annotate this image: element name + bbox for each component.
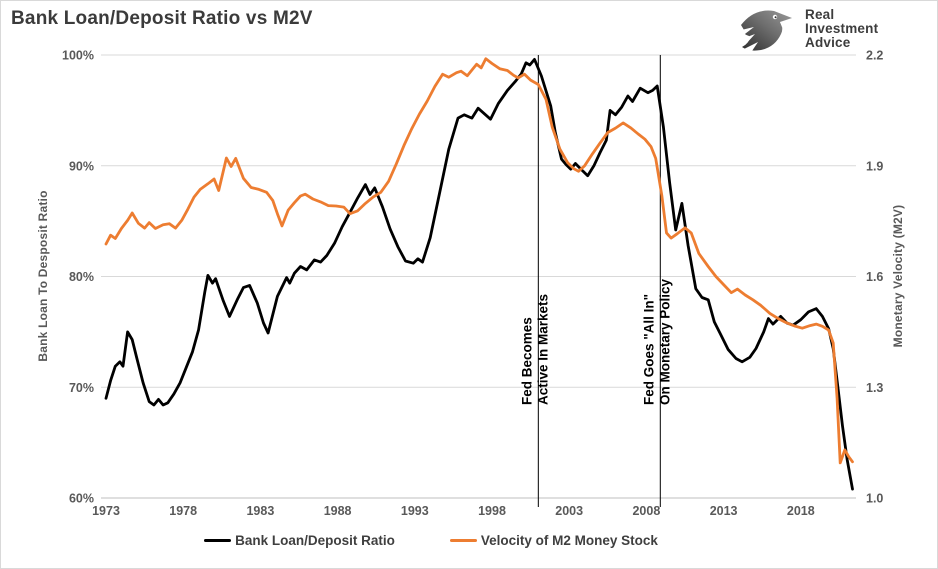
svg-text:1.9: 1.9: [866, 159, 883, 173]
legend-swatch-orange-line: [449, 538, 477, 543]
svg-text:2003: 2003: [555, 504, 583, 518]
eagle-logo-icon: [737, 10, 792, 51]
svg-text:80%: 80%: [69, 270, 94, 284]
svg-text:2013: 2013: [710, 504, 738, 518]
legend-label-loan-deposit-ratio: Bank Loan/Deposit Ratio: [235, 533, 395, 548]
svg-text:Fed Goes "All In": Fed Goes "All In": [641, 294, 656, 405]
svg-text:100%: 100%: [62, 49, 94, 63]
svg-text:Active In Markets: Active In Markets: [535, 294, 550, 405]
svg-text:1.0: 1.0: [866, 492, 883, 506]
svg-text:1.3: 1.3: [866, 381, 883, 395]
svg-text:1973: 1973: [92, 504, 120, 518]
legend-item-loan-deposit-ratio: Bank Loan/Deposit Ratio: [204, 533, 395, 548]
svg-text:60%: 60%: [69, 492, 94, 506]
svg-text:1.6: 1.6: [866, 270, 883, 284]
svg-text:1993: 1993: [401, 504, 429, 518]
svg-text:Bank Loan To Desposit Ratio: Bank Loan To Desposit Ratio: [36, 190, 50, 361]
legend-item-m2-velocity: Velocity of M2 Money Stock: [449, 533, 658, 548]
legend-label-m2-velocity: Velocity of M2 Money Stock: [480, 533, 658, 548]
brand-logo-line2: Investment: [805, 20, 879, 36]
svg-text:1978: 1978: [169, 504, 197, 518]
chart-title: Bank Loan/Deposit Ratio vs M2V: [11, 8, 313, 29]
svg-text:2008: 2008: [632, 504, 660, 518]
svg-text:On Monetary Policy: On Monetary Policy: [657, 278, 672, 405]
chart-legend: Bank Loan/Deposit Ratio Velocity of M2 M…: [1, 533, 899, 548]
brand-logo-text: Real Investment Advice: [805, 6, 879, 51]
legend-swatch-black-line: [204, 538, 232, 543]
svg-text:1988: 1988: [324, 504, 352, 518]
svg-text:70%: 70%: [69, 381, 94, 395]
brand-logo-line3: Advice: [805, 35, 851, 51]
brand-logo-line1: Real: [805, 6, 835, 22]
svg-text:Fed Becomes: Fed Becomes: [519, 317, 534, 405]
svg-text:2018: 2018: [787, 504, 815, 518]
svg-text:90%: 90%: [69, 159, 94, 173]
svg-text:1998: 1998: [478, 504, 506, 518]
svg-text:1983: 1983: [246, 504, 274, 518]
brand-logo: Real Investment Advice: [734, 6, 878, 52]
svg-text:2.2: 2.2: [866, 49, 883, 63]
svg-text:Monetary Velocity (M2V): Monetary Velocity (M2V): [891, 205, 905, 348]
